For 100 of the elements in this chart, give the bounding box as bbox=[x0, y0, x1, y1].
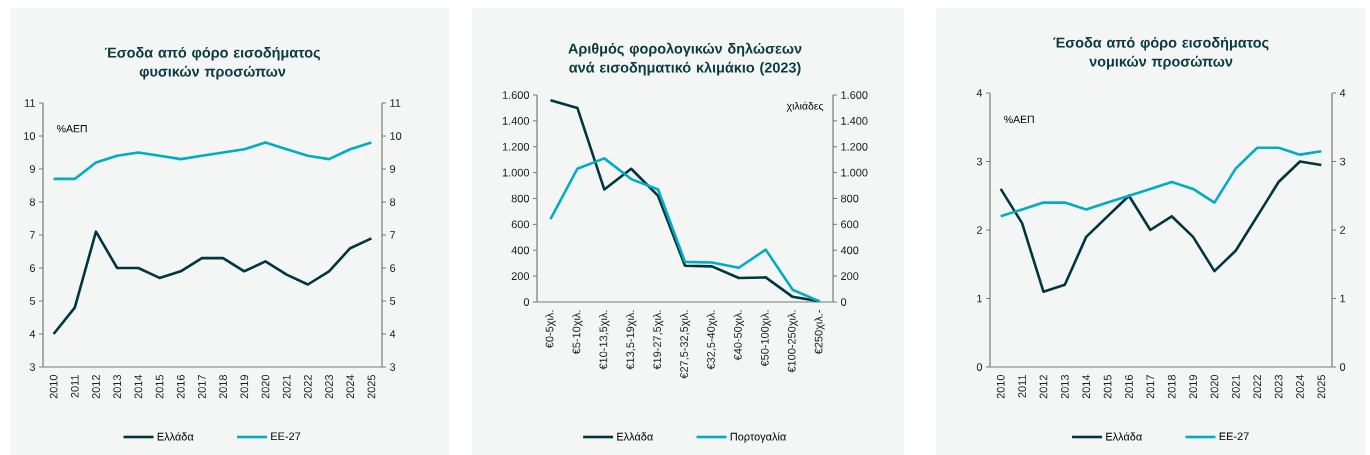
legend-label: Ελλάδα bbox=[617, 432, 653, 441]
chart-title: Έσοδα από φόρο εισοδήματος φυσικών προσώπων bbox=[104, 46, 320, 80]
x-tick-label: 2022 bbox=[1253, 375, 1262, 399]
y-tick-label: 3 bbox=[29, 363, 35, 371]
x-tick-label: 2016 bbox=[176, 375, 185, 399]
x-tick-label: 2020 bbox=[261, 374, 270, 399]
x-tick-label: €0-5χιλ. bbox=[545, 310, 556, 349]
x-tick-label: 2012 bbox=[92, 375, 100, 399]
x-tick-label: 2013 bbox=[113, 375, 122, 399]
x-tick-label: €13,5-19χιλ. bbox=[626, 310, 637, 370]
y-tick-label: 7 bbox=[29, 231, 35, 239]
y2-tick-label: 1.000 bbox=[502, 168, 530, 177]
y-tick-label: 5 bbox=[29, 297, 36, 305]
y2-tick-label: 4 bbox=[389, 330, 396, 338]
x-tick-label: 2025 bbox=[1317, 375, 1326, 399]
legend-label: Ελλάδα bbox=[157, 432, 194, 441]
y-tick-label: 0 bbox=[840, 298, 847, 306]
legend-label: Ελλάδα bbox=[1106, 432, 1142, 441]
y2-tick-label: 6 bbox=[390, 264, 396, 272]
y-tick-label: 1.400 bbox=[841, 117, 868, 125]
annotation: χιλιάδες bbox=[786, 101, 824, 112]
y-tick-label: 6 bbox=[29, 264, 35, 272]
y-tick-label: 4 bbox=[976, 89, 983, 97]
x-tick-label: 2024 bbox=[1296, 374, 1304, 399]
chart-title: Αριθμός φορολογικών δηλώσεων ανά εισοδηματικό κλιμάκιο (2023) bbox=[568, 42, 802, 76]
x-tick-label: 2018 bbox=[219, 375, 227, 399]
chart-title: Έσοδα από φόρο εισοδήματος νομικών προσώπων bbox=[1053, 36, 1269, 70]
x-tick-label: €27,5-32,5χιλ. bbox=[679, 310, 691, 379]
y-tick-label: 11 bbox=[24, 99, 35, 107]
x-tick-label: 2012 bbox=[1039, 375, 1048, 399]
x-tick-label: €40-50χιλ. bbox=[733, 310, 744, 361]
x-tick-label: €50-100χιλ. bbox=[760, 310, 771, 367]
x-tick-label: 2021 bbox=[282, 375, 291, 399]
x-tick-label: €100-250χιλ. bbox=[787, 310, 798, 373]
y2-tick-label: 9 bbox=[390, 165, 396, 173]
y2-tick-label: 600 bbox=[511, 220, 530, 229]
x-tick-label: 2015 bbox=[1103, 375, 1112, 399]
x-tick-label: 2011 bbox=[70, 375, 79, 398]
y2-tick-label: 200 bbox=[511, 272, 530, 281]
y2-tick-label: 2 bbox=[1340, 226, 1346, 234]
x-tick-label: 2022 bbox=[303, 375, 312, 399]
y2-tick-label: 11 bbox=[390, 99, 401, 107]
x-tick-label: 2010 bbox=[49, 374, 58, 399]
x-tick-label: 2020 bbox=[1210, 374, 1219, 399]
x-tick-label: €250χιλ.- bbox=[814, 310, 825, 355]
x-tick-label: 2015 bbox=[155, 374, 164, 399]
line-series bbox=[52, 141, 373, 181]
y-tick-label: 400 bbox=[840, 246, 859, 255]
y-tick-label: 8 bbox=[29, 198, 35, 206]
y-tick-label: 0 bbox=[976, 363, 983, 371]
x-tick-label: 2013 bbox=[1060, 375, 1069, 399]
y2-tick-label: 3 bbox=[1339, 157, 1346, 166]
y-tick-label: 1.000 bbox=[841, 168, 868, 177]
x-tick-label: 2024 bbox=[346, 374, 355, 399]
y2-tick-label: 7 bbox=[390, 231, 396, 239]
y-tick-label: 1.600 bbox=[841, 91, 868, 99]
x-tick-label: 2019 bbox=[240, 375, 249, 399]
y-tick-label: 3 bbox=[976, 157, 983, 166]
y2-tick-label: 1.200 bbox=[502, 142, 530, 151]
x-tick-label: €19-27,5χιλ. bbox=[653, 310, 664, 370]
y-tick-label: 600 bbox=[841, 220, 859, 229]
x-tick-label: 2017 bbox=[1146, 375, 1155, 399]
y2-tick-label: 1.400 bbox=[502, 117, 530, 125]
x-tick-label: 2023 bbox=[325, 375, 333, 399]
y-tick-label: 1 bbox=[977, 294, 982, 303]
x-tick-label: 2010 bbox=[996, 374, 1005, 399]
y-tick-label: 4 bbox=[29, 330, 36, 338]
x-tick-label: 2017 bbox=[198, 375, 206, 399]
x-tick-label: 2023 bbox=[1274, 375, 1283, 399]
x-tick-label: €10-13,5χιλ. bbox=[599, 310, 610, 370]
x-tick-label: 2014 bbox=[1082, 374, 1091, 399]
y-tick-label: 1.200 bbox=[841, 142, 868, 151]
x-tick-label: 2018 bbox=[1167, 375, 1176, 399]
y-tick-label: 200 bbox=[841, 272, 859, 280]
legend-label: ΕΕ-27 bbox=[271, 432, 301, 441]
x-tick-label: 2021 bbox=[1231, 375, 1240, 399]
y2-tick-label: 8 bbox=[390, 198, 396, 206]
y-tick-label: 2 bbox=[976, 226, 982, 234]
y2-tick-label: 1 bbox=[1340, 294, 1346, 303]
x-tick-label: 2014 bbox=[134, 374, 143, 399]
y2-tick-label: 10 bbox=[390, 132, 402, 140]
x-tick-label: 2019 bbox=[1189, 375, 1197, 399]
y2-tick-label: 5 bbox=[389, 297, 396, 305]
y2-tick-label: 400 bbox=[511, 246, 530, 255]
x-tick-label: €5-10χιλ. bbox=[572, 310, 583, 355]
line-series bbox=[52, 230, 373, 336]
annotation: %ΑΕΠ bbox=[1004, 115, 1034, 124]
x-tick-label: 2025 bbox=[367, 374, 376, 399]
x-tick-label: 2011 bbox=[1018, 375, 1026, 398]
y-tick-label: 10 bbox=[24, 132, 36, 140]
x-tick-label: 2016 bbox=[1125, 375, 1133, 399]
y2-tick-label: 1.600 bbox=[502, 91, 530, 99]
x-tick-label: €32,5-40χιλ. bbox=[706, 310, 718, 370]
annotation: %ΑΕΠ bbox=[57, 125, 87, 133]
y2-tick-label: 0 bbox=[1339, 363, 1346, 371]
y2-tick-label: 4 bbox=[1339, 89, 1346, 97]
y-tick-label: 800 bbox=[841, 194, 859, 203]
y2-tick-label: 3 bbox=[389, 363, 396, 371]
legend-label: Πορτογαλία bbox=[730, 432, 786, 443]
legend-label: ΕΕ-27 bbox=[1219, 432, 1249, 441]
